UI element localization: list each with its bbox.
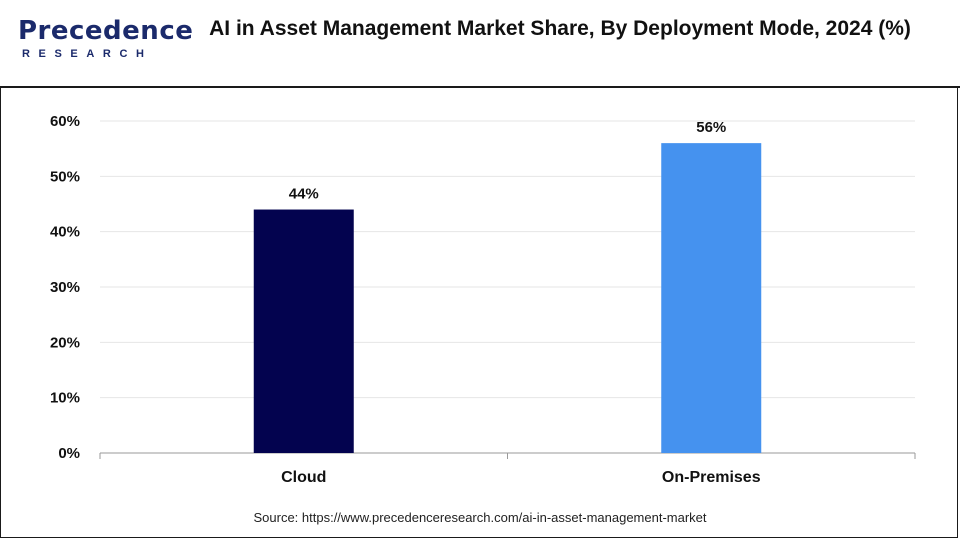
y-tick-label: 10% xyxy=(50,390,80,407)
x-tick-label: On-Premises xyxy=(662,469,761,486)
bar-chart: 0% 10% 20% 30% 40% 50% 60% 44% Cloud 56% On-Premis… xyxy=(50,113,916,486)
y-tick-label: 40% xyxy=(50,224,80,241)
logo-text-top: Precedence xyxy=(18,16,194,46)
logo-text-bottom: RESEARCH xyxy=(22,48,153,60)
data-label: 56% xyxy=(696,119,726,136)
brand-logo: Precedence RESEARCH xyxy=(18,16,193,64)
y-tick-label: 30% xyxy=(50,279,80,296)
data-label: 44% xyxy=(289,186,319,203)
bar-cloud xyxy=(253,209,354,453)
chart-title: AI in Asset Management Market Share, By … xyxy=(209,17,911,40)
bar-on-premises xyxy=(661,143,762,453)
y-tick-label: 60% xyxy=(50,113,80,130)
y-tick-label: 0% xyxy=(58,445,80,462)
source-note: Source: https://www.precedenceresearch.c… xyxy=(253,510,707,525)
header: Precedence RESEARCH AI in Asset Manageme… xyxy=(0,0,960,88)
x-tick-label: Cloud xyxy=(281,469,326,486)
y-tick-label: 20% xyxy=(50,334,80,351)
y-tick-label: 50% xyxy=(50,168,80,185)
